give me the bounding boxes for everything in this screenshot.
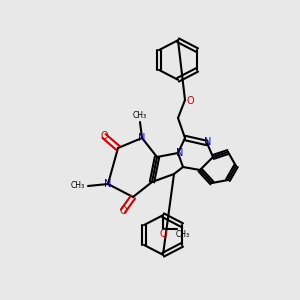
Text: O: O xyxy=(119,206,127,216)
Text: CH₃: CH₃ xyxy=(71,182,85,190)
Text: N: N xyxy=(104,179,112,189)
Text: CH₃: CH₃ xyxy=(176,230,190,239)
Text: O: O xyxy=(159,229,167,239)
Text: O: O xyxy=(186,96,194,106)
Text: CH₃: CH₃ xyxy=(133,112,147,121)
Text: N: N xyxy=(204,137,212,147)
Text: O: O xyxy=(100,131,108,141)
Text: N: N xyxy=(138,133,146,143)
Text: N: N xyxy=(176,148,184,158)
